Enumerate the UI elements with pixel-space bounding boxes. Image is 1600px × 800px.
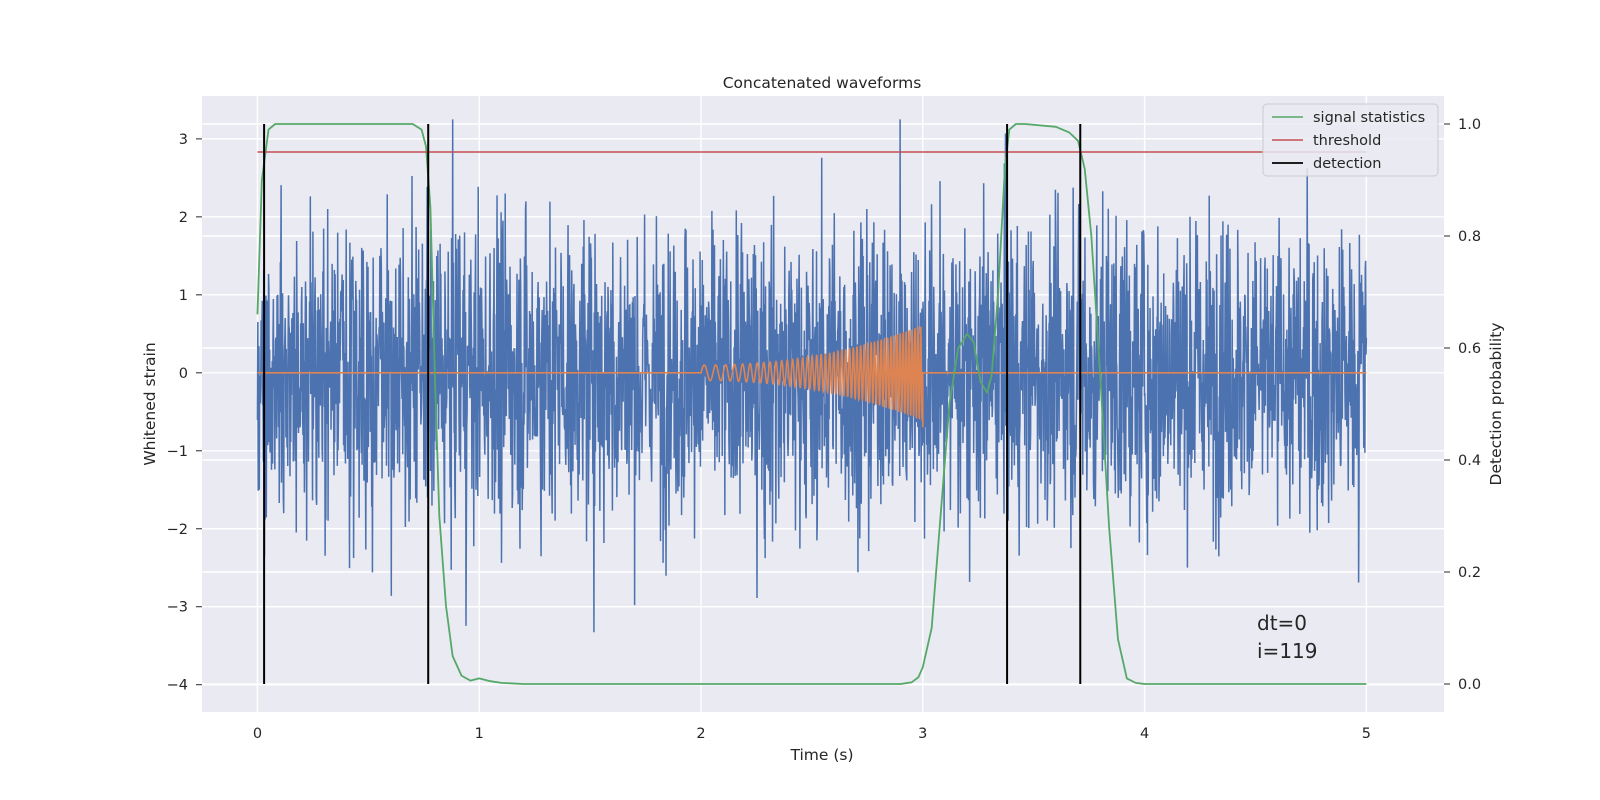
x-tick-label: 4 <box>1140 726 1149 742</box>
legend-detection-label: detection <box>1313 156 1381 172</box>
x-tick-label: 1 <box>475 726 484 742</box>
legend-threshold-label: threshold <box>1313 133 1381 149</box>
y-tick-label: −3 <box>167 600 188 616</box>
x-tick-label: 3 <box>918 726 927 742</box>
y-tick-label: 1 <box>179 288 188 304</box>
y2-tick-label: 0.6 <box>1458 341 1481 357</box>
y-tick-label: −1 <box>167 444 188 460</box>
annotation-i: i=119 <box>1257 639 1318 663</box>
y-axis-ticks: −4 −3 −2 −1 0 1 2 3 <box>167 132 202 694</box>
annotation-dt: dt=0 <box>1257 611 1307 635</box>
y-tick-label: 0 <box>179 366 188 382</box>
signal-statistics-series <box>256 123 1367 685</box>
detection-series <box>263 124 1082 684</box>
y2-tick-label: 0.2 <box>1458 565 1481 581</box>
y2-axis-ticks: 0.0 0.2 0.4 0.6 0.8 1.0 <box>1444 117 1481 693</box>
y2-tick-label: 0.0 <box>1458 677 1481 693</box>
y-tick-label: 3 <box>179 132 188 148</box>
x-axis-label: Time (s) <box>789 746 853 764</box>
legend-box <box>1262 103 1439 177</box>
y2-axis-label: Detection probability <box>1487 323 1505 486</box>
signal-statistics-line <box>256 123 1367 685</box>
waveform-series <box>257 326 1367 428</box>
x-tick-label: 2 <box>696 726 705 742</box>
chart-title: Concatenated waveforms <box>723 74 922 92</box>
y2-tick-label: 1.0 <box>1458 117 1481 133</box>
y2-tick-label: 0.8 <box>1458 229 1481 245</box>
x-tick-label: 5 <box>1362 726 1371 742</box>
y2-tick-label: 0.4 <box>1458 453 1481 469</box>
strain-line <box>256 119 1368 633</box>
legend-signal-statistics-label: signal statistics <box>1313 110 1425 126</box>
y-tick-label: −4 <box>167 678 188 694</box>
legend: signal statistics threshold detection <box>1262 103 1439 177</box>
y-tick-label: −2 <box>167 522 188 538</box>
waveform-line <box>257 326 1367 428</box>
strain-series <box>256 119 1368 633</box>
y-tick-label: 2 <box>179 210 188 226</box>
y-axis-label: Whitened strain <box>141 342 159 465</box>
x-axis-ticks: 0 1 2 3 4 5 <box>253 726 1371 742</box>
x-tick-label: 0 <box>253 726 262 742</box>
